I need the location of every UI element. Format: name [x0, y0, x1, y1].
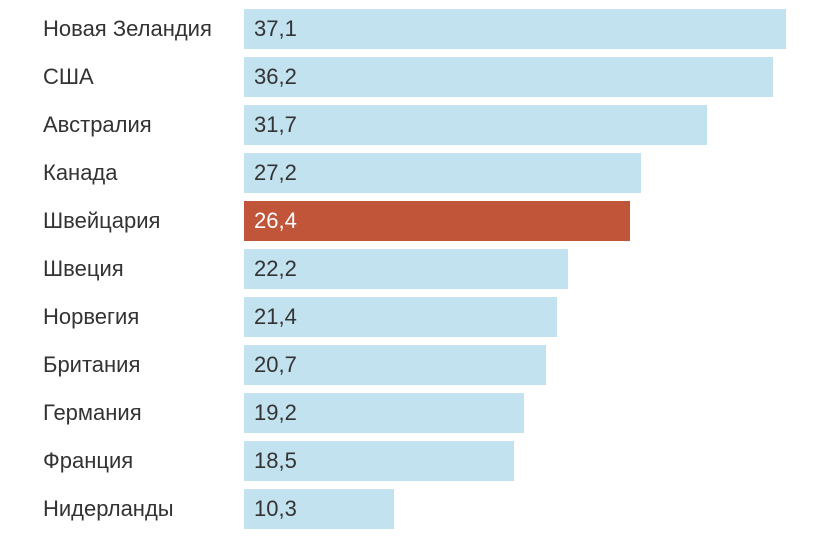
- bar-row: Норвегия 21,4: [0, 297, 828, 337]
- bar: 21,4: [244, 297, 557, 337]
- bar-row: США 36,2: [0, 57, 828, 97]
- value-label: 21,4: [254, 304, 297, 329]
- bar: 27,2: [244, 153, 642, 193]
- bar: 19,2: [244, 393, 525, 433]
- category-label: Новая Зеландия: [43, 16, 212, 41]
- value-label: 10,3: [254, 496, 297, 521]
- bar: 20,7: [244, 345, 547, 385]
- category-label: Франция: [43, 448, 134, 473]
- bar-highlighted: 26,4: [244, 201, 630, 241]
- category-label: Швейцария: [43, 208, 161, 233]
- bar-row: Нидерланды 10,3: [0, 489, 828, 529]
- value-label: 18,5: [254, 448, 297, 473]
- value-label: 36,2: [254, 64, 297, 89]
- category-label: Швеция: [43, 256, 124, 281]
- category-label: Канада: [43, 160, 118, 185]
- value-label: 19,2: [254, 400, 297, 425]
- value-label: 26,4: [254, 208, 297, 233]
- bar: 36,2: [244, 57, 773, 97]
- value-label: 31,7: [254, 112, 297, 137]
- bar-row: Британия 20,7: [0, 345, 828, 385]
- value-label: 27,2: [254, 160, 297, 185]
- bar: 18,5: [244, 441, 515, 481]
- category-label: Норвегия: [43, 304, 140, 329]
- bar: 31,7: [244, 105, 708, 145]
- category-label: Германия: [43, 400, 142, 425]
- bar: 10,3: [244, 489, 395, 529]
- category-label: США: [43, 64, 94, 89]
- bar-row: Швейцария 26,4: [0, 201, 828, 241]
- bar-row: Канада 27,2: [0, 153, 828, 193]
- value-label: 20,7: [254, 352, 297, 377]
- bar-row: Новая Зеландия 37,1: [0, 9, 828, 49]
- bar: 37,1: [244, 9, 786, 49]
- value-label: 37,1: [254, 16, 297, 41]
- value-label: 22,2: [254, 256, 297, 281]
- category-label: Нидерланды: [43, 496, 174, 521]
- bar-row: Швеция 22,2: [0, 249, 828, 289]
- bar: 22,2: [244, 249, 569, 289]
- category-label: Австралия: [43, 112, 152, 137]
- bar-row: Франция 18,5: [0, 441, 828, 481]
- bar-row: Германия 19,2: [0, 393, 828, 433]
- bar-row: Австралия 31,7: [0, 105, 828, 145]
- category-label: Британия: [43, 352, 141, 377]
